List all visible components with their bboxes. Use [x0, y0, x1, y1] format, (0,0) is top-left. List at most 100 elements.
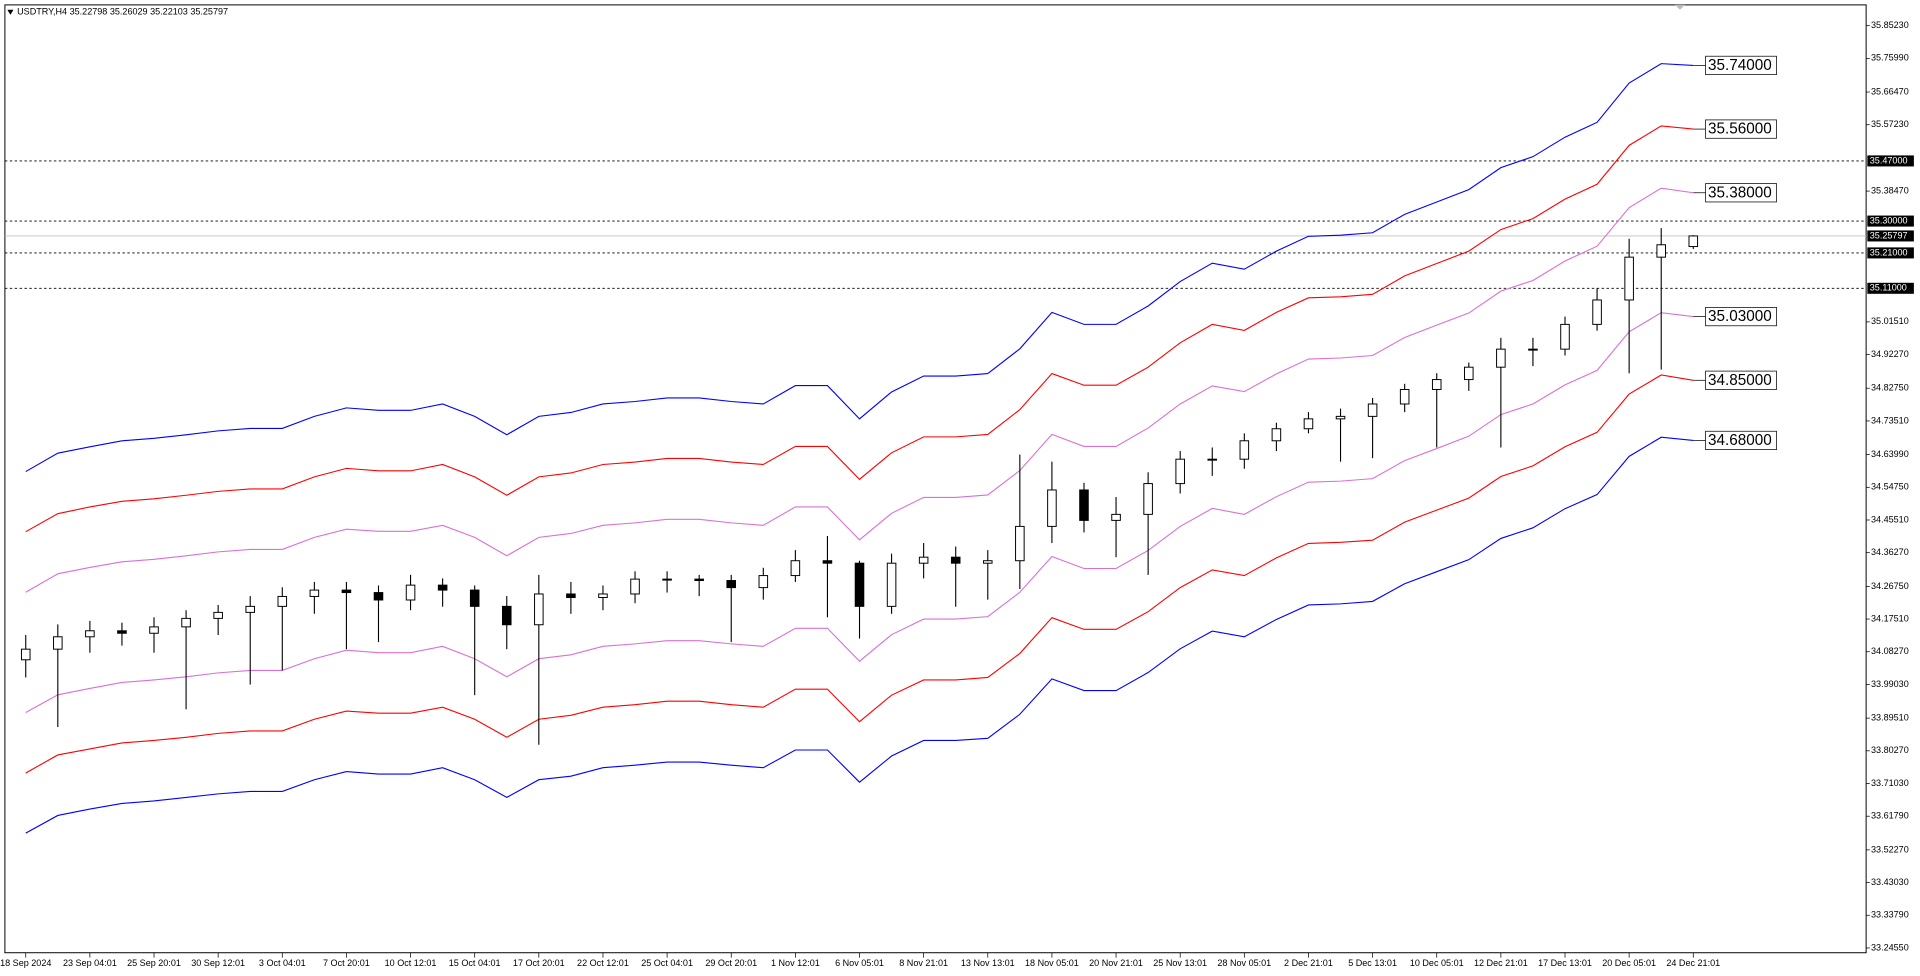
candle-body — [822, 560, 833, 564]
level-label: 35.47000 — [1870, 155, 1908, 165]
candle-body — [790, 560, 801, 577]
level-tag — [1867, 247, 1914, 259]
band-tag — [1705, 430, 1777, 450]
candle-body — [1175, 458, 1185, 485]
band-tag — [1705, 370, 1777, 390]
x-tick-label: 29 Oct 20:01 — [705, 958, 757, 968]
candle-body — [1079, 489, 1089, 521]
candle-body — [277, 595, 288, 607]
band-tag — [1705, 183, 1777, 203]
candle-body — [886, 562, 897, 607]
y-tick-label: 34.54750 — [1871, 482, 1909, 492]
price-tag — [1867, 230, 1914, 242]
candle-body — [726, 580, 737, 589]
level-label: 35.21000 — [1870, 247, 1908, 257]
band-line — [25, 187, 1694, 593]
candle-body — [1207, 458, 1218, 461]
candle-body — [1367, 403, 1378, 417]
candle-body — [1688, 235, 1699, 248]
y-tick-label: 33.33790 — [1871, 910, 1909, 920]
x-tick-label: 25 Oct 04:01 — [641, 958, 693, 968]
candle-body — [758, 575, 769, 589]
x-tick-label: 13 Nov 13:01 — [961, 958, 1015, 968]
x-tick-label: 1 Nov 12:01 — [771, 958, 820, 968]
candle-body — [1111, 513, 1121, 521]
x-tick-label: 6 Nov 05:01 — [835, 958, 884, 968]
candle-body — [1239, 440, 1250, 460]
candle-body — [983, 560, 993, 564]
candle-body — [1303, 418, 1314, 430]
candle-body — [918, 556, 929, 564]
x-tick-label: 17 Oct 20:01 — [513, 958, 565, 968]
y-tick-label: 33.80270 — [1871, 745, 1909, 755]
x-tick-label: 18 Nov 05:01 — [1025, 958, 1079, 968]
x-tick-label: 20 Nov 21:01 — [1089, 958, 1143, 968]
x-tick-label: 2 Dec 21:01 — [1284, 958, 1333, 968]
candle-body — [1496, 348, 1506, 368]
y-tick-label: 35.38470 — [1871, 185, 1909, 195]
y-tick-label: 33.99030 — [1871, 679, 1909, 689]
level-label: 35.11000 — [1870, 283, 1907, 293]
band-line — [25, 63, 1694, 473]
candle-body — [1271, 428, 1282, 442]
candle-body — [1015, 525, 1025, 562]
candle-body — [854, 562, 865, 607]
x-tick-label: 15 Oct 04:01 — [449, 958, 501, 968]
candle-body — [53, 636, 63, 650]
band-tag — [1705, 307, 1777, 327]
candle-body — [213, 611, 223, 619]
x-tick-label: 8 Nov 21:01 — [899, 958, 948, 968]
x-tick-label: 5 Dec 13:01 — [1348, 958, 1397, 968]
candle-body — [534, 593, 544, 626]
candle-body — [694, 578, 704, 582]
band-line — [25, 436, 1694, 834]
candle-body — [181, 617, 191, 628]
menu-arrow[interactable] — [7, 9, 14, 15]
level-label: 35.30000 — [1870, 215, 1908, 225]
candle-body — [117, 630, 127, 634]
candle-body — [341, 589, 352, 594]
candle-body — [149, 626, 159, 634]
candle-body — [405, 584, 416, 601]
candle-body — [469, 589, 480, 607]
x-tick-label: 28 Nov 05:01 — [1217, 958, 1271, 968]
x-tick-label: 3 Oct 04:01 — [259, 958, 306, 968]
candle-body — [1528, 348, 1538, 351]
y-tick-label: 33.89510 — [1871, 713, 1909, 723]
candle-body — [1656, 244, 1666, 258]
candle-body — [501, 605, 512, 626]
y-tick-label: 35.75990 — [1871, 53, 1909, 63]
candle-body — [950, 556, 961, 564]
candle-body — [373, 592, 384, 601]
level-tag — [1867, 282, 1914, 294]
y-tick-label: 35.85230 — [1871, 20, 1909, 30]
x-tick-label: 7 Oct 20:01 — [323, 958, 370, 968]
band-line — [25, 312, 1694, 713]
band-line — [25, 125, 1694, 533]
x-tick-label: 10 Oct 12:01 — [385, 958, 437, 968]
level-tag — [1867, 215, 1914, 227]
band-line — [25, 374, 1694, 774]
x-tick-label: 12 Dec 21:01 — [1474, 958, 1528, 968]
candle-body — [566, 593, 576, 599]
candle-body — [1047, 489, 1057, 527]
y-tick-label: 34.26750 — [1871, 581, 1909, 591]
band-label: 35.38000 — [1708, 184, 1772, 201]
candle-body — [1143, 483, 1153, 515]
y-tick-label: 34.17510 — [1871, 613, 1909, 623]
price-label: 35.25797 — [1870, 230, 1908, 240]
x-tick-label: 22 Oct 12:01 — [577, 958, 629, 968]
y-tick-label: 35.01510 — [1871, 316, 1909, 326]
x-tick-label: 10 Dec 05:01 — [1410, 958, 1464, 968]
plot-frame — [4, 4, 1867, 954]
band-label: 34.85000 — [1708, 372, 1772, 389]
candle-body — [1624, 256, 1634, 301]
candle-body — [1592, 299, 1602, 325]
candle-body — [598, 593, 608, 599]
candle-body — [1431, 379, 1442, 390]
y-tick-label: 35.66470 — [1871, 86, 1909, 96]
candle-body — [1464, 366, 1474, 381]
